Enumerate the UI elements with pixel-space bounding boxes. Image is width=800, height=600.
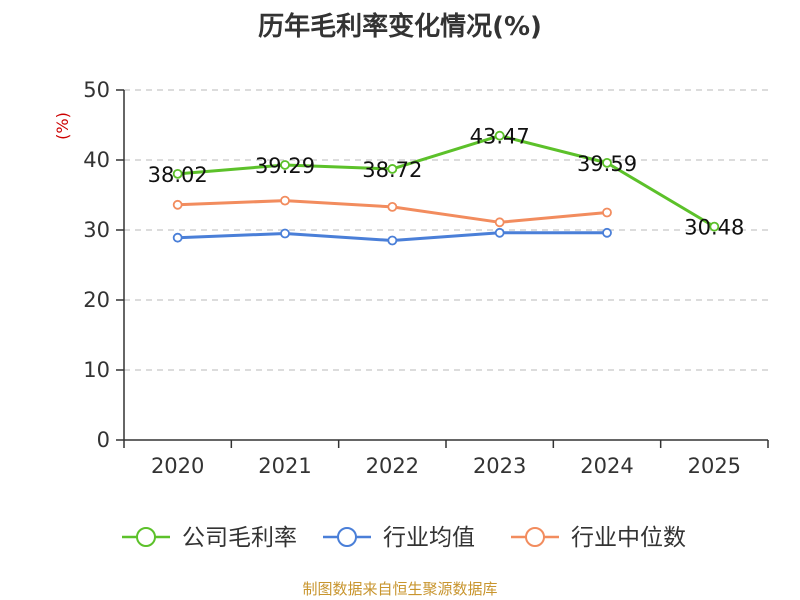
y-tick-label: 20 [83, 288, 110, 312]
data-point [494, 130, 505, 141]
data-label: 38.02 [148, 163, 208, 187]
x-tick-label: 2023 [473, 454, 526, 478]
legend-label: 公司毛利率 [182, 525, 297, 551]
source-note: 制图数据来自恒生聚源数据库 [302, 580, 498, 598]
data-point [494, 217, 505, 228]
axes: 0 10 20 30 40 50 (%) 2020 2021 2022 2023 2024 2025 [53, 78, 769, 478]
data-point [387, 235, 398, 246]
data-label: 43.47 [470, 125, 530, 149]
data-point [280, 228, 290, 239]
data-label: 30.48 [684, 216, 744, 240]
y-tick-label: 0 [97, 428, 110, 452]
data-point [172, 232, 183, 243]
y-tick-label: 50 [83, 78, 110, 102]
data-point [602, 207, 612, 218]
chart-title: 历年毛利率变化情况(%) [258, 12, 542, 42]
legend-item[interactable]: 行业中位数 [511, 525, 686, 551]
x-tick-label: 2020 [151, 454, 204, 478]
legend-label: 行业中位数 [571, 525, 686, 551]
data-label: 39.29 [255, 154, 315, 178]
x-tick-label: 2021 [258, 454, 311, 478]
legend-item[interactable]: 公司毛利率 [122, 525, 297, 551]
x-tick-label: 2022 [366, 454, 419, 478]
data-point [387, 164, 398, 174]
series-line [177, 134, 716, 228]
legend-label: 行业均值 [383, 525, 475, 551]
legend-marker [525, 527, 545, 547]
legend[interactable]: 公司毛利率 行业均值 行业中位数 [122, 525, 686, 551]
y-tick-label: 10 [83, 358, 110, 382]
legend-item[interactable]: 行业均值 [323, 525, 475, 551]
series-group [172, 130, 720, 246]
legend-marker [136, 527, 156, 547]
data-label: 38.72 [362, 158, 422, 182]
data-labels: 38.02 39.29 38.72 43.47 39.59 30.48 [148, 125, 745, 240]
grid-lines [124, 89, 768, 371]
y-tick-label: 40 [83, 148, 110, 172]
data-point [602, 227, 612, 238]
data-point [387, 201, 398, 212]
data-point [709, 221, 720, 232]
x-tick-label: 2024 [580, 454, 633, 478]
data-point [172, 199, 183, 210]
data-point [494, 227, 505, 238]
data-point [602, 157, 612, 168]
x-tick-label: 2025 [688, 454, 741, 478]
data-label: 39.59 [577, 152, 637, 176]
legend-marker [337, 527, 357, 547]
data-point [280, 195, 290, 206]
data-point [280, 160, 290, 170]
y-tick-label: 30 [83, 218, 110, 242]
data-point [172, 168, 183, 179]
y-axis-unit-label: (%) [53, 112, 72, 140]
